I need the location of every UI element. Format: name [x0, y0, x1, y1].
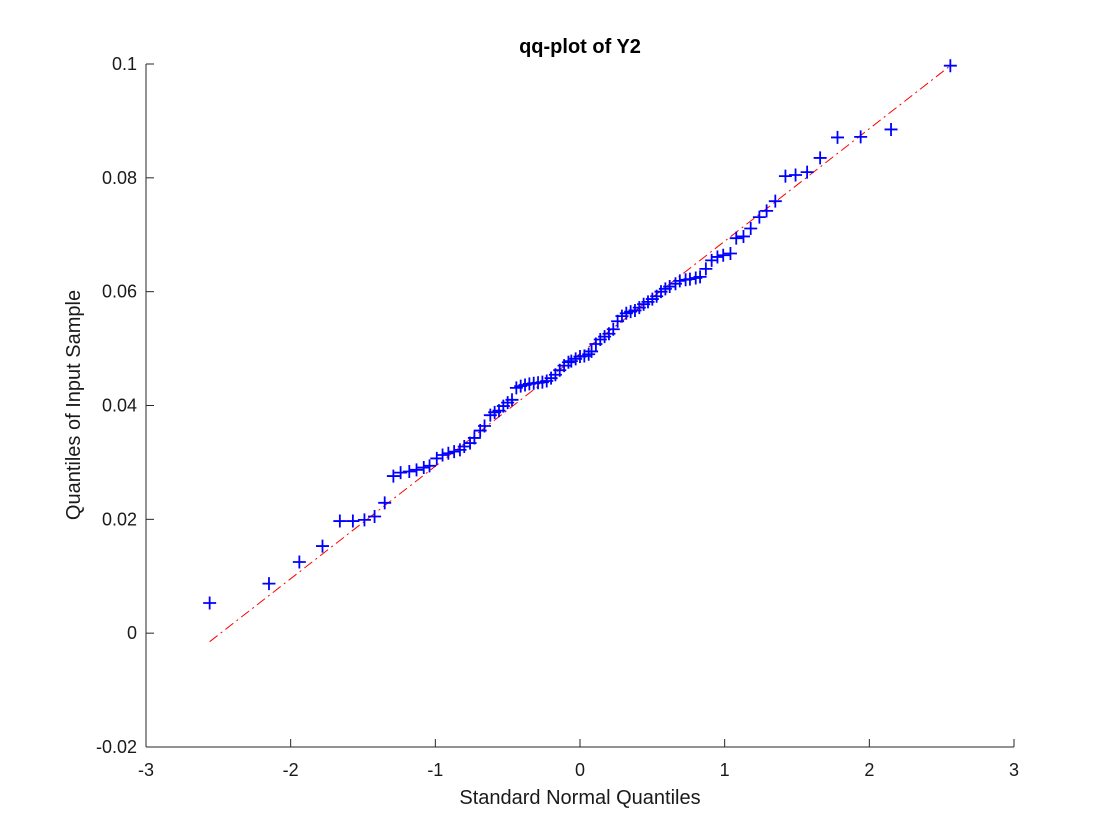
- data-point: [582, 347, 596, 361]
- x-tick-label: 2: [864, 760, 874, 780]
- data-point: [410, 463, 424, 477]
- data-point: [683, 272, 697, 286]
- y-tick-label: 0.1: [112, 54, 137, 74]
- data-point: [467, 431, 481, 445]
- data-point: [585, 344, 599, 358]
- data-point: [705, 253, 719, 267]
- data-point: [744, 221, 758, 235]
- data-point: [417, 461, 431, 475]
- data-point: [606, 322, 620, 336]
- x-tick-label: -3: [138, 760, 154, 780]
- data-point: [760, 204, 774, 218]
- data-point: [262, 577, 276, 591]
- y-tick-label: 0.06: [102, 282, 137, 302]
- data-point: [723, 247, 737, 261]
- x-tick-label: 1: [720, 760, 730, 780]
- data-point: [663, 280, 677, 294]
- data-point: [346, 514, 360, 528]
- data-point: [884, 122, 898, 136]
- data-point: [673, 274, 687, 288]
- data-point: [800, 165, 814, 179]
- x-tick-label: -2: [283, 760, 299, 780]
- data-point: [789, 168, 803, 182]
- data-point: [561, 355, 575, 369]
- data-point: [716, 248, 730, 262]
- data-point: [752, 210, 766, 224]
- data-point: [357, 513, 371, 527]
- data-point: [203, 596, 217, 610]
- data-point: [768, 194, 782, 208]
- data-point: [447, 445, 461, 459]
- data-point: [430, 451, 444, 465]
- data-point: [736, 229, 750, 243]
- data-point: [423, 459, 437, 473]
- y-tick-label: 0: [127, 623, 137, 643]
- data-point: [693, 270, 707, 284]
- data-point: [368, 509, 382, 523]
- data-point: [315, 539, 329, 553]
- data-point: [729, 231, 743, 245]
- x-tick-label: -1: [427, 760, 443, 780]
- data-point: [943, 59, 957, 73]
- data-points: [203, 59, 957, 610]
- y-tick-label: -0.02: [96, 737, 137, 757]
- data-point: [699, 262, 713, 276]
- chart-title: qq-plot of Y2: [519, 36, 641, 58]
- x-tick-label: 3: [1009, 760, 1019, 780]
- data-point: [505, 393, 519, 407]
- y-tick-label: 0.08: [102, 168, 137, 188]
- x-axis-label: Standard Normal Quantiles: [459, 787, 700, 809]
- data-point: [778, 169, 792, 183]
- data-point: [292, 555, 306, 569]
- y-axis-ticks: -0.02 0 0.02 0.04 0.06 0.08 0.1: [96, 54, 154, 757]
- x-tick-label: 0: [575, 760, 585, 780]
- data-point: [710, 250, 724, 264]
- data-point: [436, 448, 450, 462]
- data-point: [333, 514, 347, 528]
- data-point: [813, 151, 827, 165]
- data-point: [402, 465, 416, 479]
- x-axis-ticks: -3 -2 -1 0 1 2 3: [138, 739, 1019, 780]
- y-axis-label: Quantiles of Input Sample: [63, 290, 85, 520]
- data-point: [378, 496, 392, 510]
- data-point: [831, 130, 845, 144]
- y-tick-label: 0.02: [102, 509, 137, 529]
- data-point: [457, 439, 471, 453]
- data-point: [386, 469, 400, 483]
- data-point: [854, 130, 868, 144]
- data-point: [478, 419, 492, 433]
- y-tick-label: 0.04: [102, 396, 137, 416]
- data-point: [441, 446, 455, 460]
- data-point: [394, 466, 408, 480]
